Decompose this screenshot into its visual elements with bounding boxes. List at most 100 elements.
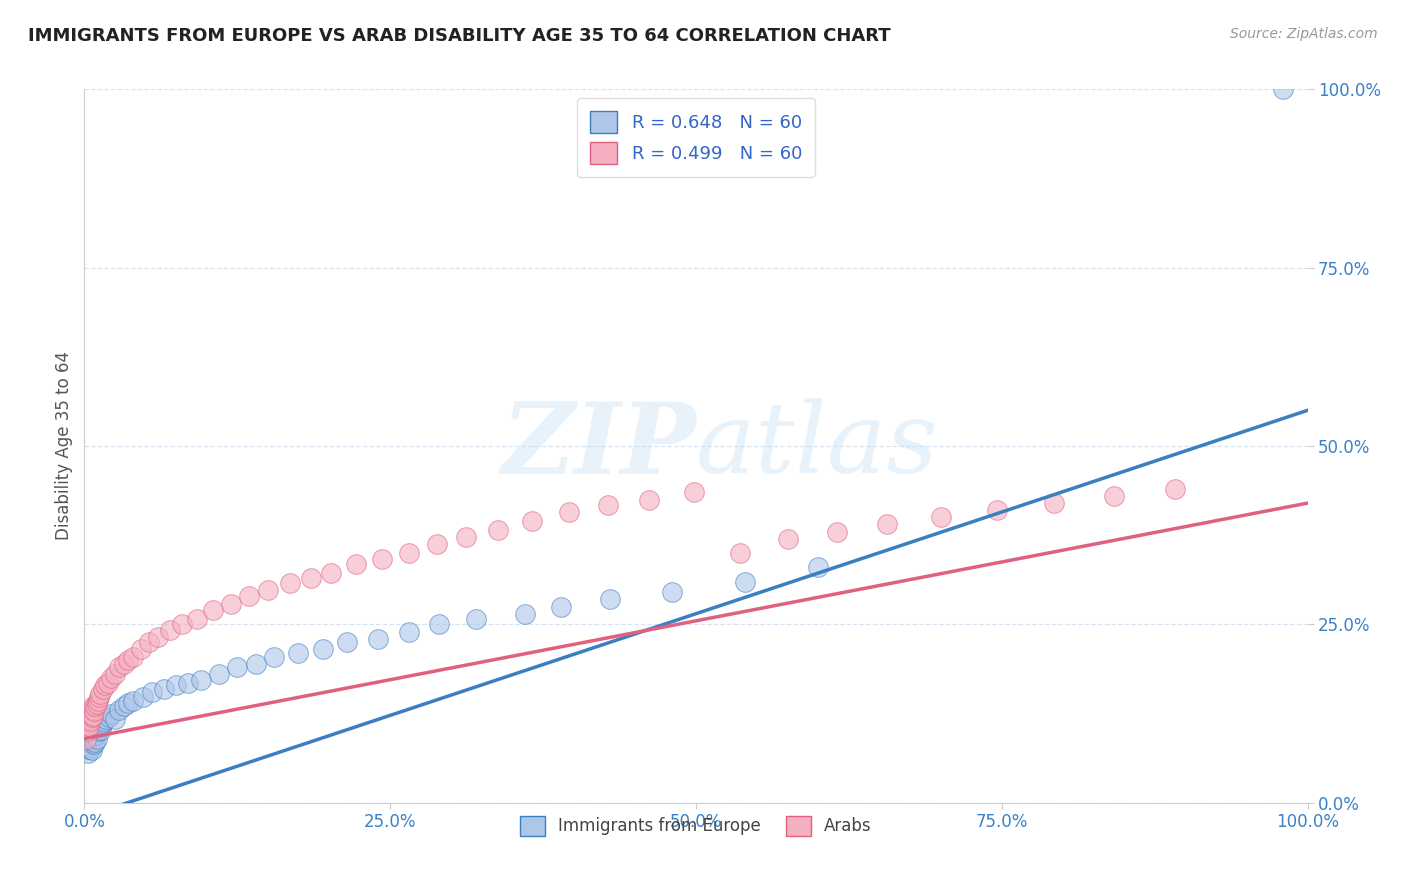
- Point: [77, 746, 100, 760]
- Point: [226, 660, 249, 674]
- Point: [77, 717, 100, 731]
- Point: [107, 660, 129, 674]
- Point: [776, 532, 799, 546]
- Point: [278, 576, 301, 591]
- Point: [299, 571, 322, 585]
- Point: [159, 623, 181, 637]
- Point: [117, 696, 139, 710]
- Point: [100, 671, 122, 685]
- Point: [117, 653, 139, 667]
- Point: [91, 715, 114, 730]
- Point: [82, 708, 104, 723]
- Point: [104, 667, 127, 681]
- Point: [80, 743, 103, 757]
- Point: [79, 733, 101, 747]
- Point: [336, 635, 359, 649]
- Point: [986, 503, 1008, 517]
- Point: [80, 731, 103, 746]
- Point: [1272, 82, 1295, 96]
- Point: [558, 505, 581, 519]
- Point: [513, 607, 536, 621]
- Point: [367, 632, 389, 646]
- Point: [807, 560, 830, 574]
- Point: [208, 667, 231, 681]
- Point: [104, 712, 127, 726]
- Point: [90, 723, 112, 737]
- Point: [257, 583, 280, 598]
- Point: [238, 589, 260, 603]
- Point: [146, 630, 169, 644]
- Point: [596, 498, 619, 512]
- Point: [86, 731, 108, 746]
- Point: [245, 657, 267, 671]
- Point: [112, 657, 135, 671]
- Point: [77, 730, 100, 744]
- Point: [77, 739, 100, 753]
- Point: [1043, 496, 1066, 510]
- Point: [876, 517, 898, 532]
- Point: [79, 706, 101, 721]
- Point: [141, 685, 163, 699]
- Point: [87, 690, 110, 705]
- Point: [76, 724, 98, 739]
- Point: [75, 731, 97, 746]
- Point: [94, 678, 117, 692]
- Point: [82, 728, 104, 742]
- Y-axis label: Disability Age 35 to 64: Disability Age 35 to 64: [55, 351, 73, 541]
- Text: atlas: atlas: [696, 399, 939, 493]
- Point: [87, 724, 110, 739]
- Point: [80, 737, 103, 751]
- Point: [287, 646, 309, 660]
- Point: [1104, 489, 1126, 503]
- Point: [321, 566, 343, 580]
- Point: [96, 712, 118, 726]
- Point: [132, 690, 155, 705]
- Legend: Immigrants from Europe, Arabs: Immigrants from Europe, Arabs: [512, 807, 880, 845]
- Point: [190, 673, 212, 687]
- Point: [661, 585, 683, 599]
- Point: [599, 592, 621, 607]
- Point: [91, 681, 114, 696]
- Point: [84, 728, 107, 742]
- Point: [520, 514, 543, 528]
- Point: [82, 735, 104, 749]
- Point: [77, 731, 100, 746]
- Point: [77, 735, 100, 749]
- Point: [77, 721, 100, 735]
- Point: [84, 735, 107, 749]
- Point: [153, 681, 176, 696]
- Point: [75, 739, 97, 753]
- Point: [80, 710, 103, 724]
- Point: [77, 719, 100, 733]
- Point: [129, 642, 152, 657]
- Point: [93, 714, 115, 728]
- Point: [80, 703, 103, 717]
- Point: [89, 687, 111, 701]
- Point: [83, 737, 105, 751]
- Point: [112, 699, 135, 714]
- Point: [107, 703, 129, 717]
- Point: [77, 740, 100, 755]
- Point: [454, 530, 477, 544]
- Point: [100, 706, 122, 721]
- Point: [825, 524, 848, 539]
- Point: [87, 721, 110, 735]
- Point: [97, 710, 120, 724]
- Point: [79, 741, 101, 756]
- Point: [86, 698, 108, 712]
- Point: [79, 714, 101, 728]
- Point: [219, 598, 242, 612]
- Point: [728, 546, 751, 560]
- Point: [172, 617, 194, 632]
- Point: [122, 649, 145, 664]
- Point: [929, 510, 952, 524]
- Point: [427, 617, 450, 632]
- Point: [76, 735, 98, 749]
- Point: [82, 699, 104, 714]
- Point: [186, 612, 208, 626]
- Point: [165, 678, 187, 692]
- Point: [370, 551, 392, 566]
- Point: [77, 712, 100, 726]
- Point: [263, 649, 285, 664]
- Point: [682, 485, 704, 500]
